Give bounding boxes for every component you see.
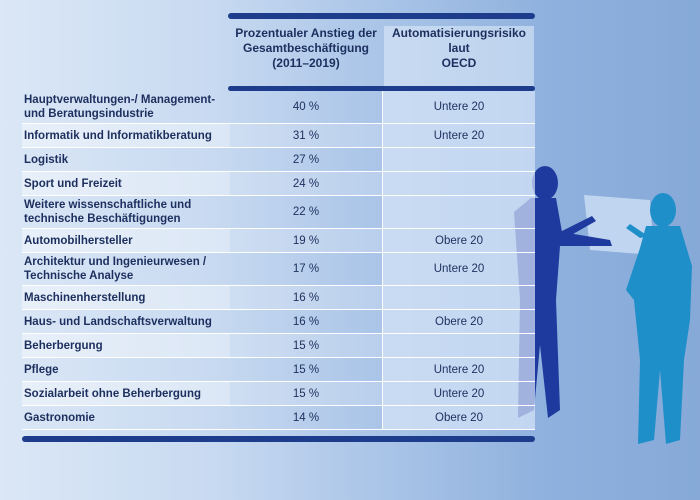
table-row: Logistik 27 % [22,148,535,172]
top-accent-bar [228,13,535,19]
person-right-silhouette [626,193,692,444]
increase-value: 15 % [230,334,382,357]
increase-value: 16 % [292,315,320,328]
increase-value: 17 % [292,263,320,275]
increase-value: 15 % [230,382,382,405]
increase-value: 14 % [292,411,320,424]
increase-value: 40 % [292,101,320,113]
industry-label: Beherbergung [22,334,230,357]
table-row: Hauptverwaltungen-/ Management- und Bera… [22,91,535,124]
table-row: Weitere wissenschaftliche und technische… [22,196,535,229]
risk-value: Obere 20 [382,310,535,333]
industry-label: Hauptverwaltungen-/ Management- und Bera… [24,94,216,120]
table-row: Sport und Freizeit 24 % [22,172,535,196]
industry-label: Automobilhersteller [22,229,230,252]
risk-value [382,148,535,171]
header-increase: Prozentualer Anstieg der Gesamtbeschäfti… [235,26,377,70]
risk-value: Untere 20 [382,91,535,123]
table-row: Haus- und Landschaftsverwaltung 16 % Obere… [22,310,535,334]
risk-value: Obere 20 [382,229,535,252]
increase-value: 15 % [292,363,320,376]
table-row: Maschinenherstellung 16 % [22,286,535,310]
header-risk: Automatisierungsrisiko laut OECD [384,26,534,86]
risk-value: Untere 20 [382,253,535,285]
employment-table: Hauptverwaltungen-/ Management- und Bera… [22,91,535,430]
industry-label: Informatik und Informatikberatung [22,124,230,147]
risk-value: Untere 20 [382,382,535,405]
bottom-accent-bar [22,436,535,442]
increase-value: 16 % [230,286,382,309]
industry-label: Logistik [24,153,69,166]
increase-value: 19 % [230,229,382,252]
industry-label: Gastronomie [24,411,95,424]
risk-value [382,334,535,357]
risk-value [382,172,535,195]
increase-value: 24 % [230,172,382,195]
industry-label: Weitere wissenschaftliche und technische… [24,199,192,225]
increase-value: 27 % [292,153,320,166]
risk-value [382,286,535,309]
header-divider [228,86,535,91]
increase-value: 31 % [230,124,382,147]
industry-label: Pflege [24,363,59,376]
risk-value [382,196,535,228]
table-row: Gastronomie 14 % Obere 20 [22,406,535,430]
person-left-silhouette [514,166,612,418]
risk-value: Obere 20 [382,406,535,429]
industry-label: Sozialarbeit ohne Beherbergung [22,382,230,405]
risk-value: Untere 20 [382,124,535,147]
risk-value: Untere 20 [382,358,535,381]
table-row: Pflege 15 % Untere 20 [22,358,535,382]
table-row: Automobilhersteller 19 % Obere 20 [22,229,535,253]
table-row: Architektur und Ingenieurwesen / Technis… [22,253,535,286]
increase-value: 22 % [292,206,320,218]
industry-label: Architektur und Ingenieurwesen / Technis… [24,256,207,282]
industry-label: Sport und Freizeit [22,172,230,195]
industry-label: Maschinenherstellung [22,286,230,309]
industry-label: Haus- und Landschaftsverwaltung [24,315,212,328]
table-row: Beherbergung 15 % [22,334,535,358]
table-row: Informatik und Informatikberatung 31 % Unt… [22,124,535,148]
table-row: Sozialarbeit ohne Beherbergung 15 % Untere… [22,382,535,406]
